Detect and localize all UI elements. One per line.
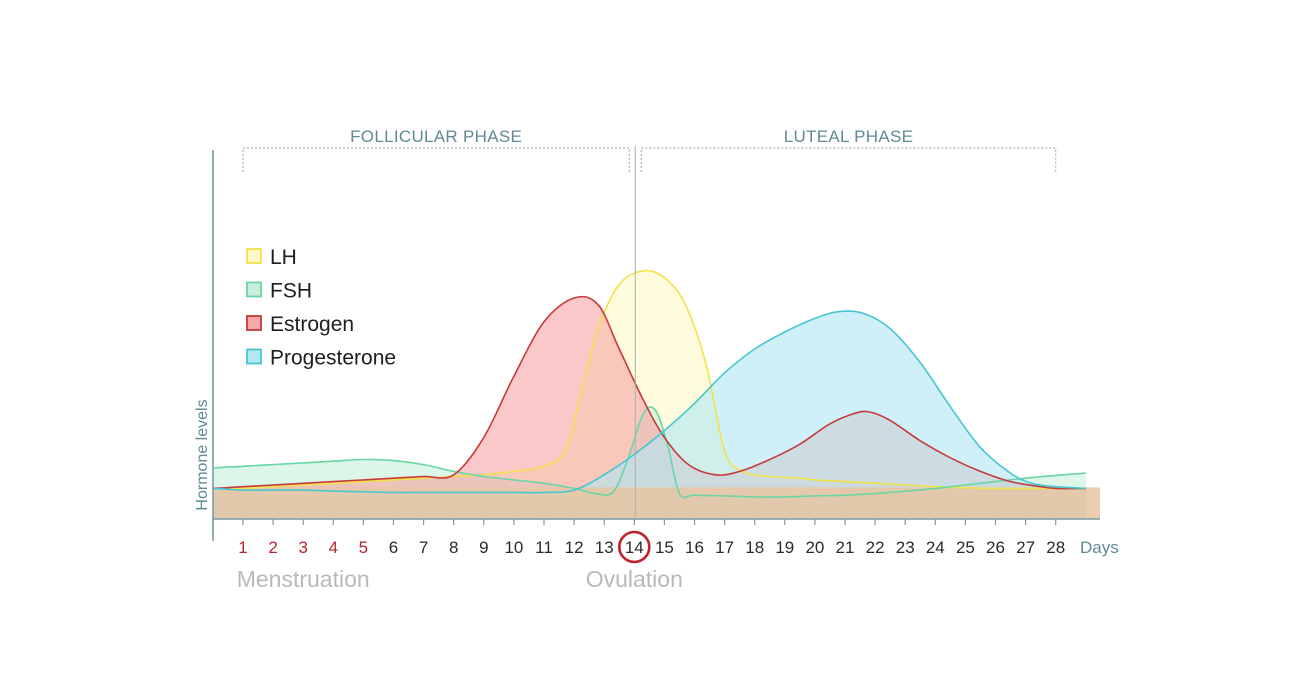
x-tick-label-17: 17 (715, 538, 734, 557)
legend-swatch-fsh (246, 281, 262, 298)
legend-label-lh: LH (270, 246, 297, 269)
x-tick-label-7: 7 (419, 538, 428, 557)
follicular-phase-label: FOLLICULAR PHASE (350, 127, 522, 146)
x-tick-label-18: 18 (745, 538, 764, 557)
follicular-phase-bracket-line (242, 147, 630, 172)
x-tick-label-20: 20 (805, 538, 824, 557)
x-tick-label-24: 24 (926, 538, 945, 557)
lh-line (213, 269, 1086, 490)
follicular-phase-bracket: FOLLICULAR PHASE (242, 127, 630, 172)
progesterone-line (213, 310, 1086, 494)
x-tick-label-14: 14 (625, 538, 644, 557)
luteal-phase-label: LUTEAL PHASE (784, 127, 914, 146)
x-tick-label-9: 9 (479, 538, 488, 557)
annotation-menstruation: Menstruation (237, 566, 370, 592)
phase-brackets: FOLLICULAR PHASE LUTEAL PHASE (242, 127, 1057, 172)
x-tick-label-1: 1 (238, 538, 247, 557)
x-tick-label-22: 22 (866, 538, 885, 557)
x-tick-label-8: 8 (449, 538, 458, 557)
x-tick-label-15: 15 (655, 538, 674, 557)
legend-swatch-lh (246, 248, 262, 264)
legend-label-estrogen: Estrogen (270, 313, 354, 336)
lh-area (213, 270, 1086, 519)
luteal-phase-bracket: LUTEAL PHASE (640, 127, 1057, 172)
line-layer (213, 269, 1086, 499)
x-tick-label-28: 28 (1046, 538, 1065, 557)
x-tick-label-4: 4 (329, 538, 338, 557)
legend-swatch-progesterone (246, 348, 262, 365)
x-tick-label-26: 26 (986, 538, 1005, 557)
annotations: Menstruation Ovulation (237, 566, 683, 592)
progesterone-area (213, 311, 1086, 519)
x-tick-label-23: 23 (896, 538, 915, 557)
x-tick-label-16: 16 (685, 538, 704, 557)
x-tick-label-6: 6 (389, 538, 398, 557)
ovulation-day-circle (617, 530, 651, 564)
x-tick-label-11: 11 (535, 538, 553, 557)
x-tick-label-5: 5 (359, 538, 368, 557)
x-tick-label-13: 13 (595, 538, 614, 557)
legend-swatch-estrogen (246, 315, 262, 331)
legend-label-progesterone: Progesterone (270, 347, 396, 370)
x-tick-label-3: 3 (298, 538, 307, 557)
estrogen-line (213, 295, 1086, 490)
legend-label-fsh: FSH (270, 280, 312, 303)
luteal-phase-bracket-line (640, 147, 1057, 172)
x-tick-label-27: 27 (1016, 538, 1035, 557)
x-tick-label-12: 12 (565, 538, 584, 557)
x-tick-label-21: 21 (836, 538, 855, 557)
fsh-line (213, 406, 1086, 499)
x-tick-label-25: 25 (956, 538, 975, 557)
y-axis-title: Hormone levels (194, 399, 211, 510)
base-band (213, 487, 1100, 519)
x-axis-units: Days (1080, 538, 1119, 557)
x-tick-label-2: 2 (268, 538, 277, 557)
annotation-ovulation: Ovulation (586, 566, 683, 592)
legend: LH FSH Estrogen Progesterone (246, 246, 396, 370)
x-ticks: 1 2 3 4 5 6 7 8 9 10 11 12 13 14 15 16 17 18 19 20 21 22 23 24 2… (238, 519, 1065, 557)
x-tick-label-19: 19 (775, 538, 794, 557)
x-tick-label-10: 10 (504, 538, 523, 557)
